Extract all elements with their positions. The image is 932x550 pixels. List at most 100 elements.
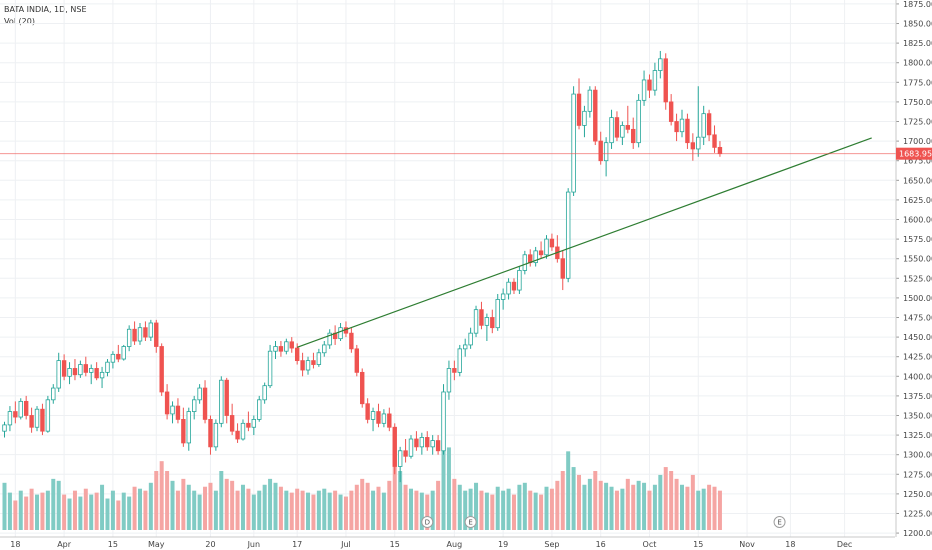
volume-bar (446, 447, 451, 530)
volume-bar (549, 488, 554, 530)
candle-body (51, 387, 56, 401)
price-tick-label: 1600.00 (903, 216, 932, 225)
price-axis[interactable]: 1875.00 1850.00 1825.00 1800.00 1775.00 1750.… (895, 0, 932, 538)
volume-bar (571, 467, 576, 530)
candle-body (13, 411, 18, 418)
candle-body (105, 361, 110, 373)
candle-body (544, 238, 549, 256)
event-marker-label: E (468, 519, 472, 527)
candle-body (658, 58, 663, 71)
volume-bar (452, 478, 457, 530)
volume-bar (609, 486, 614, 530)
time-tick-label: 15 (693, 540, 703, 549)
candle-body (365, 403, 370, 420)
volume-bar (387, 480, 392, 530)
time-tick-label: Apr (57, 540, 72, 549)
candle-body (495, 299, 500, 329)
volume-bar (533, 492, 538, 530)
volume-bar (165, 471, 170, 530)
candle-body (197, 387, 202, 401)
time-tick-label: 19 (498, 540, 508, 549)
candle-body (462, 344, 468, 350)
candle-body (338, 327, 343, 340)
price-tick-label: 1325.00 (903, 431, 932, 440)
time-tick-label: 15 (390, 540, 400, 549)
candle-body (349, 332, 354, 350)
volume-bar (203, 486, 208, 530)
candle-body (78, 364, 83, 376)
volume-bar (235, 490, 240, 530)
volume-bar (56, 480, 61, 530)
volume-bar (127, 496, 132, 530)
volume-bar (430, 490, 435, 530)
volume-bar (707, 484, 712, 530)
volume-bar (268, 478, 273, 530)
candle-body (609, 117, 614, 144)
price-tick-label: 1250.00 (903, 490, 932, 499)
volume-bar (45, 490, 50, 530)
volume-bars (2, 412, 722, 530)
candle-body (603, 142, 609, 162)
volume-bar (658, 474, 663, 530)
volume-bar (7, 492, 12, 530)
candle-body (425, 437, 430, 448)
candle-body (473, 309, 479, 334)
volume-bar (89, 494, 94, 530)
time-tick-label: Nov (739, 540, 755, 549)
time-tick-label: Oct (643, 540, 657, 549)
price-tick-label: 1300.00 (903, 451, 932, 460)
price-tick-label: 1550.00 (903, 255, 932, 264)
volume-bar (495, 486, 500, 530)
time-axis[interactable]: 18 Apr 15 May 20 Jun 17 Jul 15 Aug 19 Sep 16 Oct 15 Nov… (0, 536, 895, 549)
time-tick-label: 18 (785, 540, 795, 549)
volume-bar (230, 480, 235, 530)
volume-bar (517, 484, 522, 530)
volume-bar (593, 471, 598, 530)
volume-bar (251, 494, 256, 530)
candle-body (23, 400, 29, 416)
price-tick-label: 1700.00 (903, 137, 932, 146)
candle-body (83, 364, 88, 373)
volume-bar (582, 484, 587, 530)
candle-body (305, 360, 311, 371)
volume-bar (392, 447, 397, 530)
candle-body (235, 430, 240, 440)
volume-bar (2, 482, 7, 530)
candle-body (240, 422, 246, 440)
candle-body (549, 238, 555, 248)
price-tick-label: 1350.00 (903, 411, 932, 420)
volume-bar (192, 490, 197, 530)
volume-bar (62, 494, 67, 530)
candle-body (690, 142, 696, 150)
time-tick-label: 17 (292, 540, 302, 549)
candle-body (533, 250, 538, 264)
candle-body (587, 89, 593, 112)
candle-body (701, 113, 706, 138)
volume-bar (577, 474, 582, 530)
volume-bar (717, 490, 722, 530)
candle-body (387, 413, 392, 428)
volume-bar (224, 478, 229, 530)
volume-bar (560, 471, 565, 530)
volume-bar (712, 486, 717, 530)
volume-bar (669, 471, 674, 530)
price-tick-label: 1750.00 (903, 98, 932, 107)
chart-legend: BATA INDIA, 1D, NSE Vol (20) (4, 4, 87, 28)
price-tick-label: 1800.00 (903, 59, 932, 68)
volume-bar (555, 480, 560, 530)
candle-body (191, 399, 197, 412)
event-marker (464, 516, 477, 528)
volume-bar (132, 486, 137, 530)
price-tick-label: 1400.00 (903, 372, 932, 381)
candle-body (208, 419, 213, 448)
volume-bar (213, 490, 218, 530)
candle-body (511, 281, 517, 291)
candle-body (126, 328, 132, 347)
candle-body (479, 309, 484, 326)
volume-indicator-label[interactable]: Vol (20) (4, 17, 35, 26)
time-tick-label: 15 (108, 540, 118, 549)
time-tick-label: Sep (544, 540, 559, 549)
candle-body (408, 438, 414, 457)
candle-body (370, 411, 376, 420)
